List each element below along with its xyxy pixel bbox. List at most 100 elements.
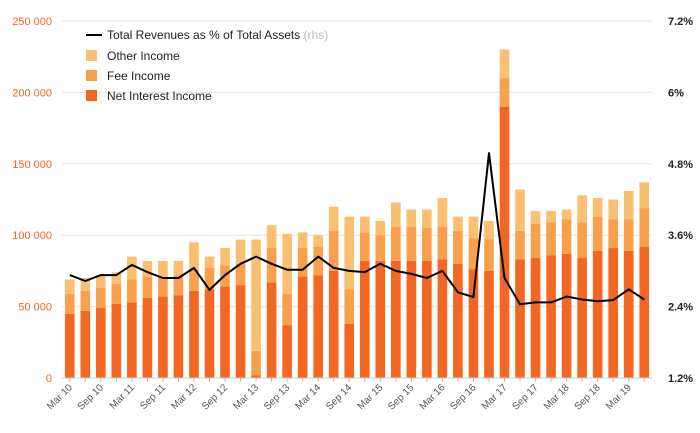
- bar-net-interest: [297, 276, 308, 378]
- bar-other: [282, 233, 292, 294]
- x-tick-label: Sep 15: [386, 382, 416, 412]
- bar-fee: [142, 276, 153, 299]
- bar-other: [359, 216, 370, 233]
- bar-other: [391, 202, 401, 227]
- bar-net-interest: [204, 289, 215, 378]
- right-y-tick-label: 3.6%: [668, 230, 693, 242]
- bar-fee: [515, 230, 525, 260]
- bar-fee: [422, 228, 432, 261]
- right-y-tick-label: 2.4%: [668, 302, 693, 314]
- bar-fee: [561, 219, 572, 254]
- bar-other: [437, 198, 448, 227]
- bar-other: [546, 210, 556, 223]
- bar-net-interest: [592, 250, 603, 378]
- bar-net-interest: [235, 285, 246, 378]
- bar-other: [530, 210, 541, 224]
- bar-other: [484, 220, 494, 240]
- bar-net-interest: [546, 255, 556, 378]
- bar-fee: [235, 263, 246, 286]
- left-y-tick-label: 100 000: [12, 230, 52, 242]
- bar-fee: [592, 216, 603, 251]
- bar-fee: [639, 208, 650, 247]
- bar-net-interest: [484, 270, 494, 378]
- bar-other: [422, 209, 432, 229]
- x-tick-label: Sep 14: [324, 382, 354, 412]
- left-y-axis: 0 50 000 100 000 150 000 200 000 250 000: [12, 16, 52, 385]
- bar-other: [266, 225, 277, 249]
- bar-net-interest: [266, 282, 277, 378]
- bar-net-interest: [468, 269, 479, 378]
- bar-net-interest: [328, 270, 339, 378]
- bar-other: [64, 279, 75, 294]
- bar-other: [189, 242, 199, 270]
- left-y-tick-label: 250 000: [12, 16, 52, 28]
- bar-net-interest: [639, 246, 650, 378]
- x-tick-label: Sep 16: [448, 382, 478, 412]
- bar-other: [592, 198, 603, 217]
- bar-net-interest: [282, 325, 292, 378]
- bar-other: [328, 206, 339, 231]
- left-y-tick-label: 150 000: [12, 159, 52, 171]
- bar-net-interest: [391, 260, 401, 378]
- bar-fee: [80, 290, 91, 311]
- bar-other: [515, 189, 525, 231]
- bar-net-interest: [375, 260, 386, 378]
- bar-net-interest: [453, 263, 463, 378]
- x-tick-label: Mar 14: [294, 382, 324, 412]
- bar-other: [468, 216, 479, 239]
- bar-other: [111, 272, 122, 284]
- bar-other: [375, 220, 386, 236]
- legend-other-swatch: [86, 50, 97, 61]
- x-tick-label: Sep 11: [138, 382, 168, 412]
- bar-other: [220, 248, 230, 266]
- x-tick-label: Mar 10: [45, 382, 75, 412]
- bar-net-interest: [344, 323, 355, 378]
- bar-net-interest: [623, 250, 634, 378]
- bar-net-interest: [80, 310, 91, 378]
- legend-other-label: Other Income: [107, 49, 180, 63]
- right-y-tick-label: 7.2%: [668, 16, 693, 28]
- bar-fee: [282, 293, 292, 326]
- bar-fee: [96, 288, 106, 309]
- bar-net-interest: [251, 375, 261, 378]
- bar-fee: [546, 222, 556, 256]
- right-y-tick-label: 4.8%: [668, 159, 693, 171]
- bar-net-interest: [158, 296, 168, 378]
- legend: Total Revenues as % of Total Assets (rhs…: [86, 28, 328, 103]
- bar-other: [344, 216, 355, 290]
- legend-line-label: Total Revenues as % of Total Assets (rhs…: [107, 28, 328, 42]
- bar-net-interest: [220, 286, 230, 378]
- x-tick-label: Sep 18: [573, 382, 603, 412]
- x-tick-label: Mar 19: [604, 382, 634, 412]
- bar-fee: [189, 269, 199, 291]
- bar-series: [64, 49, 650, 379]
- x-tick-label: Mar 11: [108, 382, 138, 412]
- bar-other: [639, 182, 650, 209]
- bar-other: [235, 239, 246, 264]
- bar-fee: [453, 230, 463, 264]
- bar-other: [158, 260, 168, 277]
- bar-other: [561, 209, 572, 220]
- bar-net-interest: [189, 290, 199, 378]
- legend-fee-label: Fee Income: [107, 69, 171, 83]
- bar-net-interest: [561, 253, 572, 378]
- x-tick-label: Mar 18: [542, 382, 572, 412]
- bar-other: [127, 256, 137, 280]
- bar-fee: [359, 232, 370, 261]
- right-y-axis: 1.2% 2.4% 3.6% 4.8% 6% 7.2%: [668, 16, 693, 385]
- bar-fee: [204, 268, 215, 290]
- bar-other: [142, 260, 153, 277]
- bar-fee: [328, 230, 339, 271]
- line-series: [69, 152, 645, 306]
- bar-net-interest: [111, 303, 122, 378]
- bar-fee: [468, 238, 479, 270]
- left-y-tick-label: 50 000: [18, 302, 52, 314]
- x-tick-label: Mar 13: [231, 382, 261, 412]
- right-y-tick-label: 6%: [668, 87, 684, 99]
- x-tick-label: Mar 12: [169, 382, 199, 412]
- x-tick-label: Sep 12: [200, 382, 230, 412]
- bar-other: [608, 199, 618, 220]
- bar-net-interest: [359, 260, 370, 378]
- bar-net-interest: [530, 258, 541, 378]
- bar-fee: [530, 223, 541, 259]
